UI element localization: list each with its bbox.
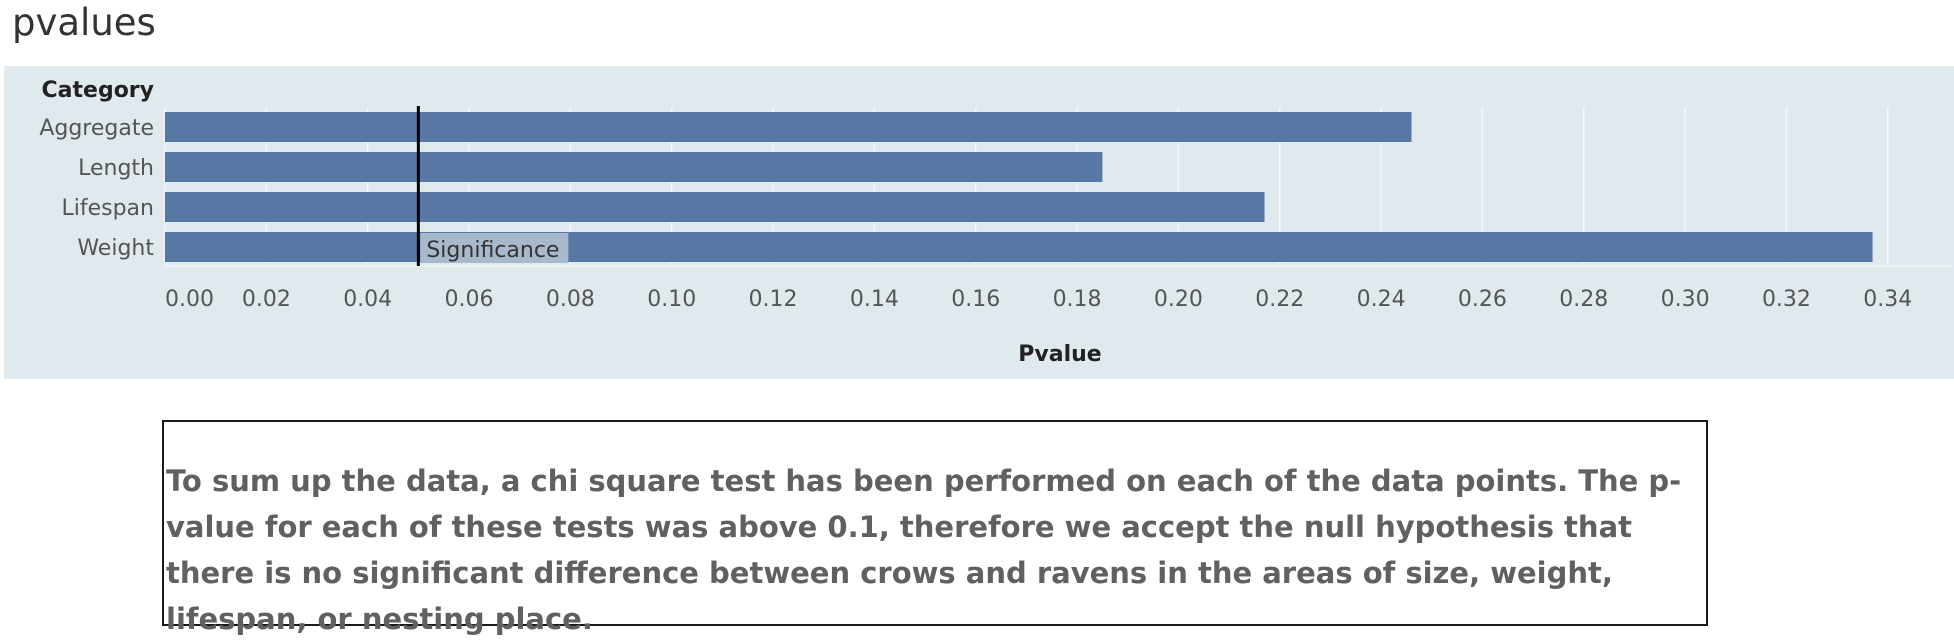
bar[interactable] bbox=[165, 192, 1265, 222]
x-tick-label: 0.04 bbox=[343, 287, 392, 312]
x-tick-label: 0.10 bbox=[647, 287, 696, 312]
bar[interactable] bbox=[165, 152, 1103, 182]
category-label: Aggregate bbox=[39, 116, 154, 141]
reference-label-box bbox=[420, 233, 569, 263]
category-label: Length bbox=[78, 156, 154, 181]
bar[interactable] bbox=[165, 112, 1412, 142]
x-tick-label: 0.06 bbox=[445, 287, 494, 312]
x-axis-title: Pvalue bbox=[1018, 342, 1101, 367]
x-tick-label: 0.28 bbox=[1559, 287, 1608, 312]
x-tick-label: 0.22 bbox=[1255, 287, 1304, 312]
reference-line-group: Significance bbox=[416, 106, 569, 266]
x-tick-label: 0.34 bbox=[1863, 287, 1912, 312]
x-tick-label: 0.14 bbox=[850, 287, 899, 312]
x-tick-label: 0.30 bbox=[1661, 287, 1710, 312]
category-label: Lifespan bbox=[61, 196, 154, 221]
category-label: Weight bbox=[77, 236, 154, 261]
x-tick-label: 0.12 bbox=[749, 287, 798, 312]
category-labels: Aggregate Length Lifespan Weight bbox=[39, 116, 154, 261]
x-tick-label: 0.20 bbox=[1154, 287, 1203, 312]
x-axis-ticks: 0.00 0.02 0.04 0.06 0.08 0.10 0.12 0.14 0.16 0.18… bbox=[165, 287, 1912, 312]
row-header: Category bbox=[42, 78, 154, 103]
reference-line-label: Significance bbox=[426, 238, 559, 263]
x-tick-label: 0.08 bbox=[546, 287, 595, 312]
x-tick-label: 0.00 bbox=[165, 287, 214, 312]
x-tick-label: 0.18 bbox=[1053, 287, 1102, 312]
x-tick-label: 0.02 bbox=[242, 287, 291, 312]
page-title: pvalues bbox=[12, 1, 156, 44]
x-tick-label: 0.32 bbox=[1762, 287, 1811, 312]
x-tick-label: 0.24 bbox=[1357, 287, 1406, 312]
summary-text: To sum up the data, a chi square test ha… bbox=[166, 464, 1682, 636]
x-tick-label: 0.26 bbox=[1458, 287, 1507, 312]
summary-textbox: To sum up the data, a chi square test ha… bbox=[162, 420, 1708, 636]
x-tick-label: 0.16 bbox=[951, 287, 1000, 312]
